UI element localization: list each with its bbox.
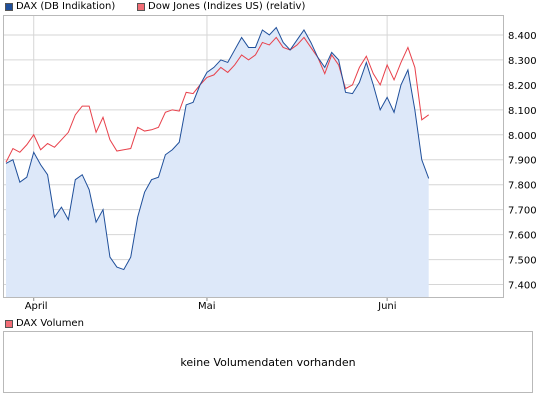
volume-legend-swatch (5, 320, 13, 328)
plot-frame (3, 15, 504, 298)
y-tick-label: 8.100 (508, 106, 537, 117)
dow-series-line (5, 36, 429, 163)
volume-legend-label: DAX Volumen (16, 318, 84, 329)
dax-area (6, 27, 429, 297)
x-tick-label: Mai (198, 301, 216, 312)
y-tick-label: 8.200 (508, 81, 537, 92)
volume-panel: keine Volumendaten vorhanden (3, 331, 533, 393)
dax-legend-label: DAX (DB Indikation) (16, 1, 116, 12)
y-tick-label: 7.500 (508, 256, 537, 267)
dax-legend-swatch (5, 3, 13, 11)
price-chart: 7.400 7.500 7.600 7.700 7.800 7.900 8.000 8.100… (3, 15, 537, 312)
x-tick-label: Juni (377, 301, 396, 312)
y-tick-label: 7.900 (508, 156, 537, 167)
y-tick-label: 7.800 (508, 181, 537, 192)
x-tick-label: April (25, 301, 48, 312)
y-tick-label: 8.400 (508, 31, 537, 42)
dow-legend-swatch (137, 3, 145, 11)
y-tick-label: 8.000 (508, 131, 537, 142)
dow-legend-label: Dow Jones (Indizes US) (relativ) (148, 1, 306, 12)
dax-series-line (5, 26, 430, 271)
y-tick-label: 7.700 (508, 206, 537, 217)
y-tick-label: 7.600 (508, 231, 537, 242)
y-tick-label: 8.300 (508, 56, 537, 67)
volume-empty-message: keine Volumendaten vorhanden (180, 356, 356, 369)
y-tick-label: 7.400 (508, 281, 537, 292)
